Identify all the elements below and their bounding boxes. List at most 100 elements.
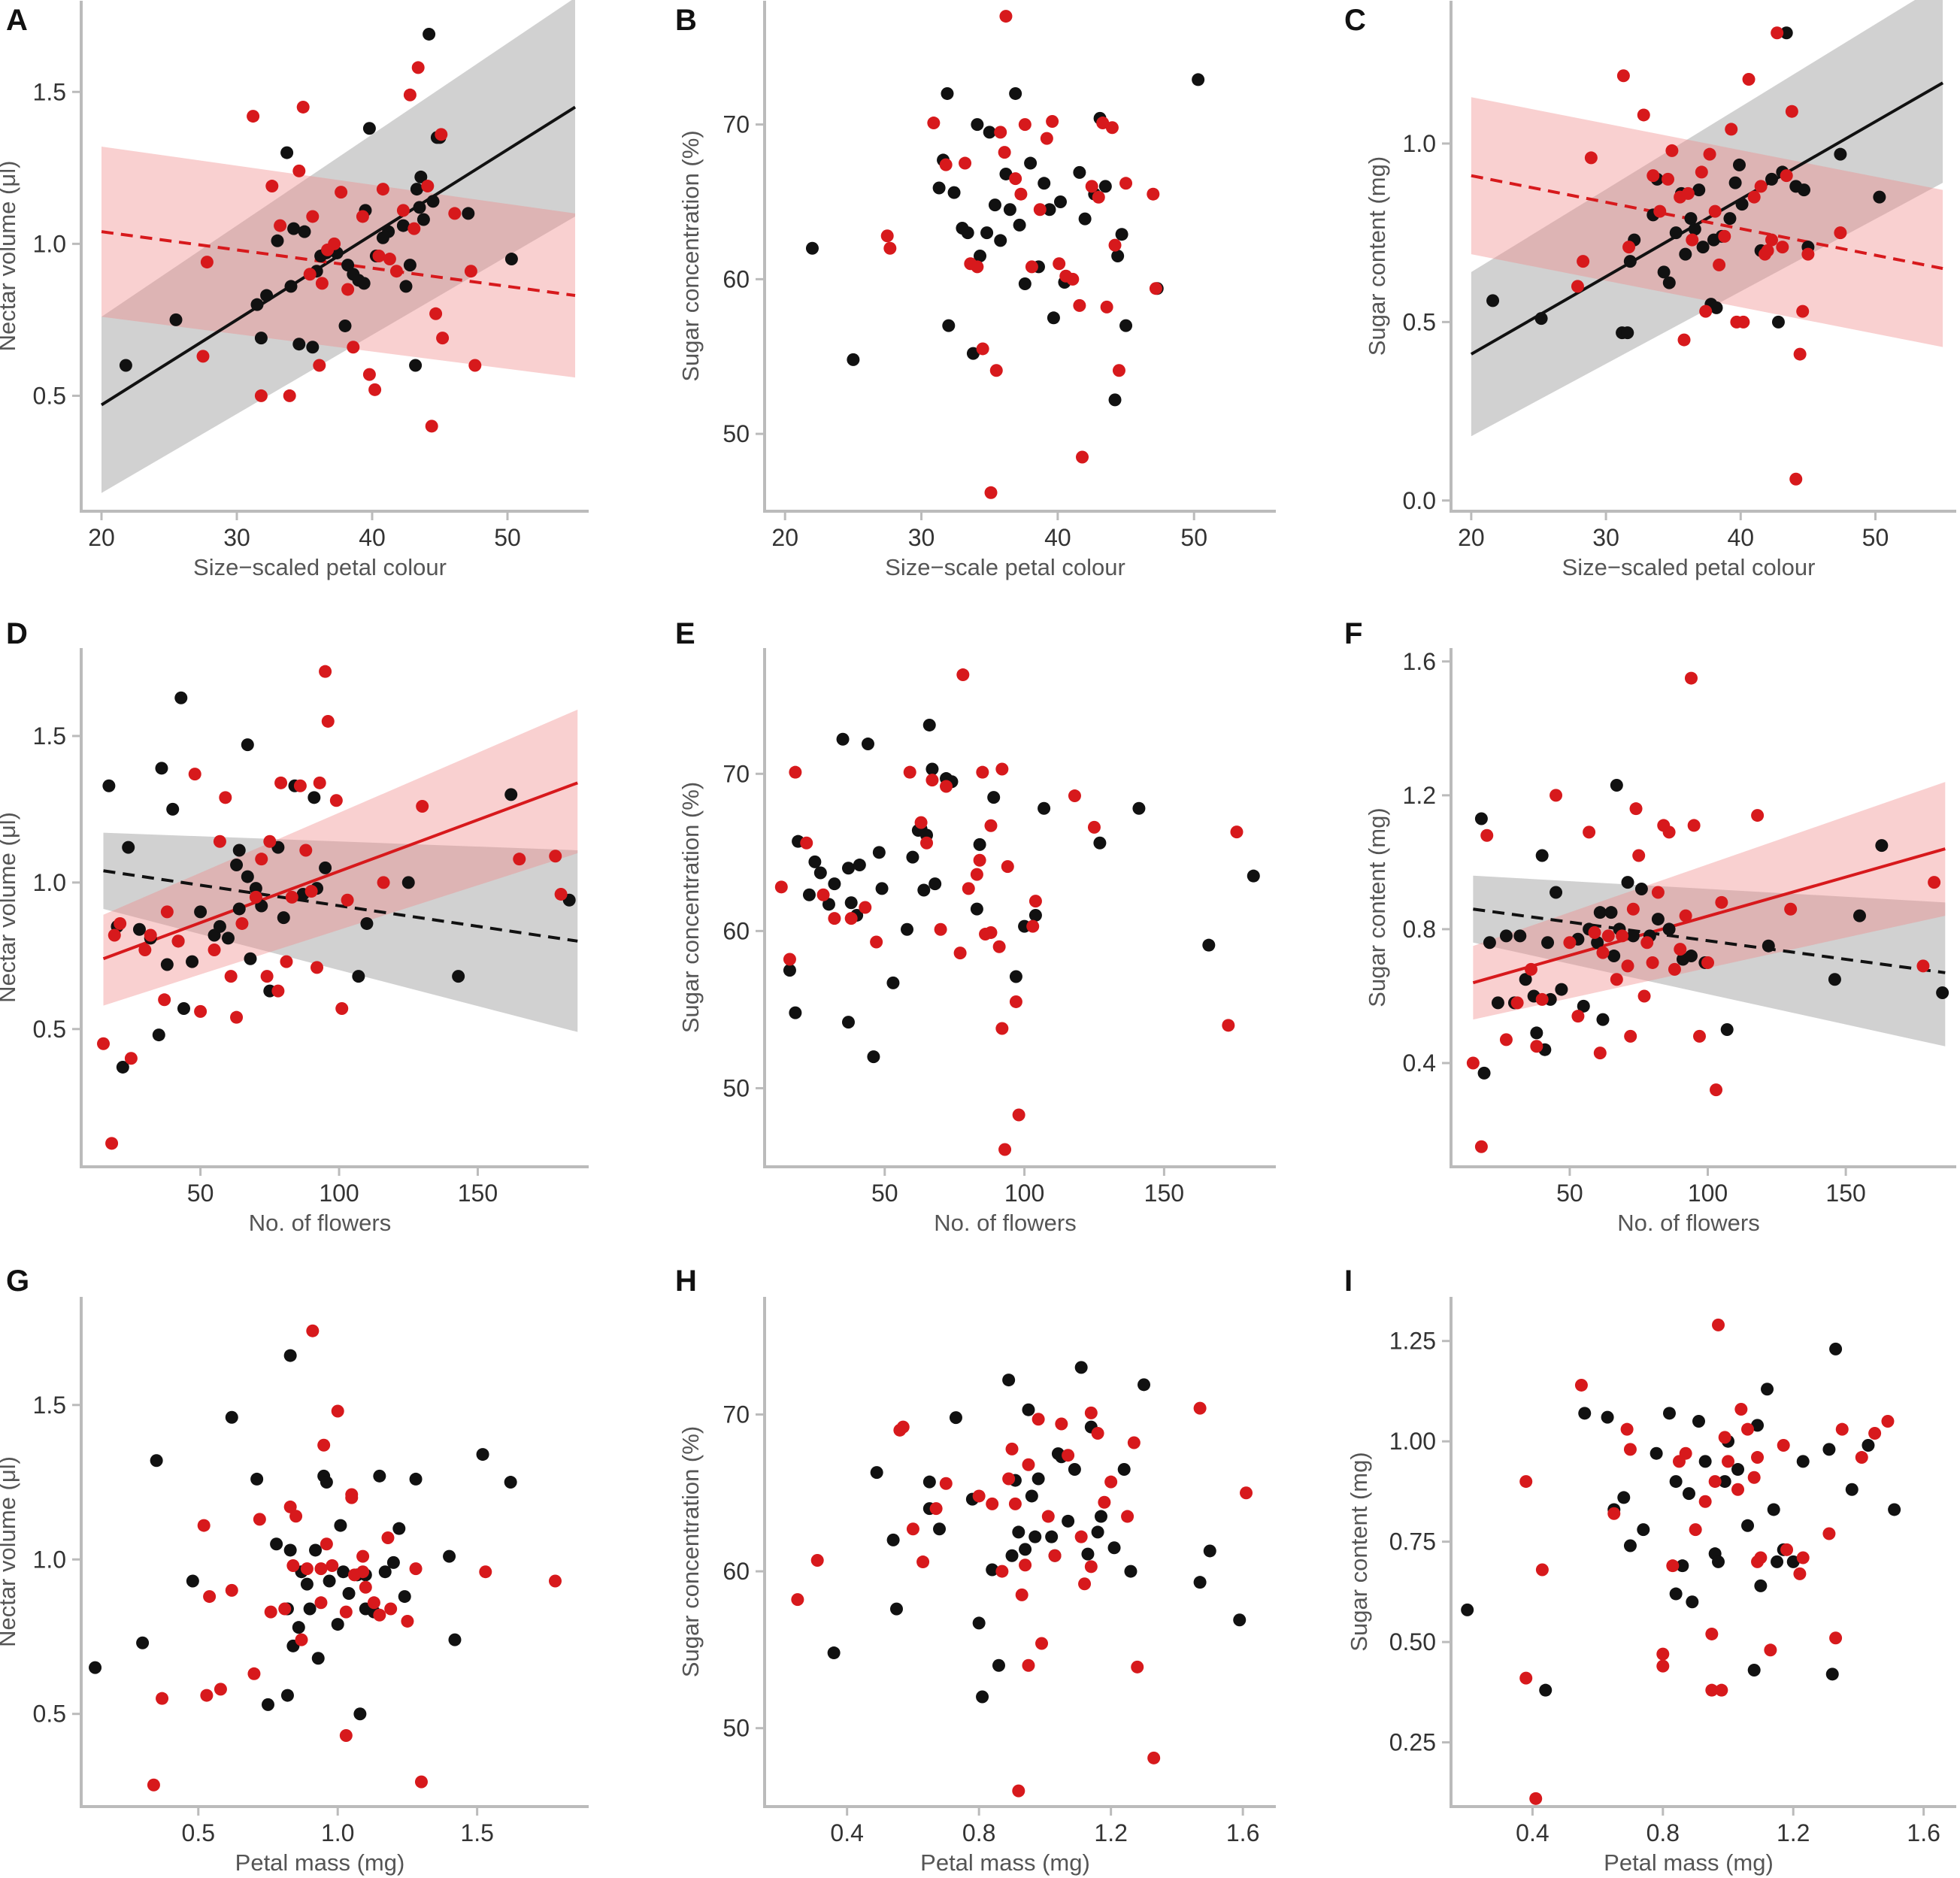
data-point-black [1038,177,1051,190]
fits-d [102,709,578,1032]
data-point-red [219,791,232,804]
data-point-red [962,882,975,895]
data-point-red [1026,919,1040,933]
data-point-red [1796,1551,1810,1564]
data-point-red [1703,147,1716,161]
data-point-red [356,1565,370,1579]
data-point-red [278,1602,292,1616]
data-point-red [1722,1455,1735,1468]
data-point-black [382,225,395,238]
data-point-red [995,762,1009,776]
data-point-red [859,901,872,914]
data-point-black [174,691,188,704]
x-tick-label: 40 [1044,524,1071,551]
data-point-red [1005,1442,1019,1455]
data-point-red [1789,472,1803,486]
data-point-black [331,1618,344,1631]
series-red-h [791,1401,1253,1798]
data-point-red [1835,1422,1849,1436]
data-point-red [1689,1523,1702,1537]
data-point-red [425,420,438,433]
data-point-red [1499,1033,1513,1047]
data-point-black [906,850,919,864]
data-point-red [1046,114,1059,128]
data-point-black [1519,973,1532,986]
data-point-red [188,768,201,781]
panel-e: E 50 100 150 50 60 70 No. of flowers Sugar conce… [675,617,1276,1236]
data-point-red [1681,186,1695,200]
data-point-red [1104,1475,1118,1489]
data-point-red [1616,69,1630,83]
data-point-red [1637,108,1650,122]
y-tick-label: 1.0 [33,869,66,896]
data-point-black [932,181,946,195]
data-point-black [1013,218,1026,232]
data-point-black [1767,1503,1780,1516]
data-point-red [1868,1427,1882,1440]
data-point-red [1734,1402,1748,1416]
x-tick-label: 40 [1727,524,1754,551]
data-point-black [1115,228,1128,241]
data-point-black [504,1476,517,1489]
data-point-black [870,1466,883,1480]
panel-letter-g: G [6,1265,29,1298]
data-point-red [995,1022,1009,1035]
data-point-red [1529,1792,1543,1805]
x-tick-label: 1.2 [1777,1819,1810,1846]
data-point-black [844,896,858,910]
fit-line-black-d [103,869,578,943]
data-point-red [328,237,341,250]
data-point-black [1692,183,1706,197]
data-point-black [323,1574,336,1588]
y-tick-label: 60 [723,917,750,944]
data-point-black [260,289,274,302]
data-point-red [1091,1426,1104,1440]
data-point-red [1014,187,1028,201]
data-point-black [853,859,866,872]
data-point-black [1596,1013,1610,1026]
data-point-red [114,916,127,930]
data-point-red [414,1775,428,1789]
data-point-black [872,846,886,859]
y-axis-title-c: Sugar content (mg) [1364,156,1390,356]
data-point-black [805,241,819,255]
data-point-black [166,802,180,816]
data-point-red [264,1605,277,1619]
data-point-red [1674,943,1687,956]
data-point-black [983,126,996,139]
x-axis-title-b: Size−scale petal colour [885,554,1125,580]
data-point-red [409,1562,423,1576]
data-point-red [791,1593,804,1607]
data-point-black [1202,938,1216,952]
series-red-a [196,61,482,433]
data-point-black [232,844,246,857]
data-point-red [407,222,421,235]
data-point-black [802,888,816,901]
data-point-red [203,1590,217,1604]
data-point-red [376,183,389,196]
data-point-black [1604,906,1618,919]
data-point-black [886,976,900,989]
data-point-black [966,347,980,360]
data-point-red [1519,1671,1533,1685]
data-point-black [102,779,116,792]
data-point-black [1852,909,1866,922]
data-point-red [347,341,360,354]
data-point-red [335,1001,349,1015]
data-point-black [1686,1595,1699,1609]
data-point-black [1513,929,1527,943]
data-point-black [232,902,246,916]
data-point-red [1651,886,1665,899]
data-point-red [230,1010,244,1024]
data-point-red [156,1692,169,1705]
y-tick-label: 1.6 [1403,648,1436,675]
data-point-black [1751,1419,1765,1432]
data-point-red [1699,304,1713,318]
data-point-red [1742,72,1756,86]
data-point-red [1715,1683,1728,1697]
panel-letter-h: H [675,1265,697,1298]
y-tick-label: 1.00 [1389,1428,1436,1455]
data-point-black [119,359,132,372]
data-point-red [1692,1029,1706,1043]
